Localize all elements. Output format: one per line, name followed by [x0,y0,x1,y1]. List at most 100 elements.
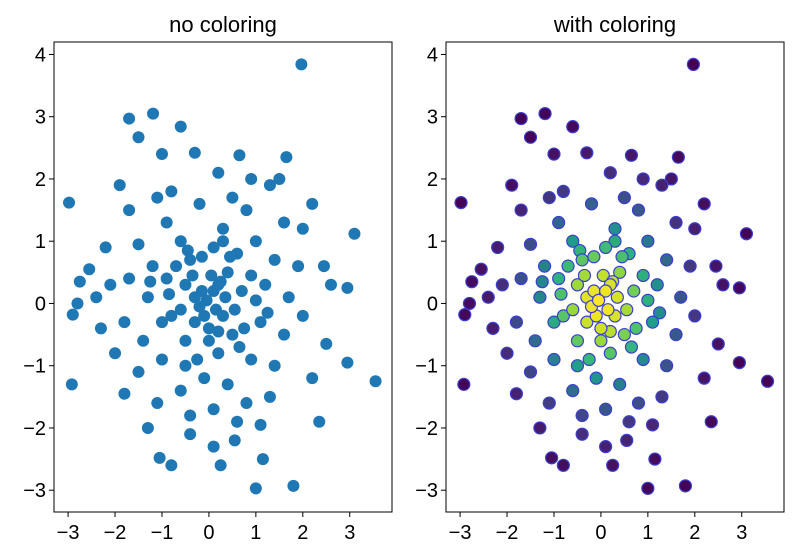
data-point [144,275,157,288]
data-point [545,451,559,465]
data-point [584,197,599,211]
data-point [202,322,215,335]
data-point [324,278,337,291]
data-point [146,260,159,273]
data-point [608,234,622,248]
data-point [697,371,711,385]
data-point [287,479,300,492]
data-point [523,365,538,379]
data-point [268,359,281,372]
data-point [636,352,650,367]
data-point [491,240,505,255]
data-point [577,268,592,283]
data-point [231,415,244,428]
data-point [547,147,561,161]
data-point [256,453,269,466]
axes-frame [53,41,393,513]
data-point [500,346,514,360]
data-point [566,234,580,248]
data-point [542,191,556,205]
data-point [481,290,495,304]
data-point [254,418,267,431]
x-tick-label: −2 [104,522,127,544]
data-point [486,321,500,335]
data-point [669,215,683,230]
data-point [462,296,477,311]
data-point [109,347,122,360]
data-point [629,321,643,335]
data-point [212,166,225,179]
data-point [317,260,330,273]
data-point [641,481,655,495]
data-point [552,215,566,230]
data-point [591,293,606,307]
points [63,58,382,495]
x-tick-label: 3 [344,522,355,544]
data-point [669,327,683,342]
data-point [118,387,131,400]
data-point [547,315,561,329]
y-tick-label: 1 [35,231,46,253]
data-point [141,421,154,434]
data-point [207,241,220,254]
data-point [207,285,220,298]
data-point [212,325,225,338]
data-point [631,203,646,217]
data-point [341,281,354,294]
panel-1: no coloring −3 −2 −1 0 1 2 3 −3 −2 −1 0 1 2 3 4 [23,12,393,544]
y-tick-label: −2 [23,418,46,440]
data-point [704,415,718,429]
data-point [83,263,96,276]
x-tick-label: 3 [736,522,747,544]
data-point [217,222,229,235]
data-point [193,300,206,313]
data-point [63,196,76,209]
data-point [641,234,655,248]
data-point [226,191,239,204]
data-point [184,409,197,422]
data-point [278,216,291,229]
data-point [570,278,585,292]
data-point [263,179,276,192]
data-point [214,275,227,288]
data-point [660,359,674,373]
data-point [739,227,754,241]
data-point [174,303,187,316]
data-point [523,130,538,144]
data-point [278,328,291,341]
data-point [132,365,145,378]
data-point [674,290,688,304]
data-point [556,184,570,199]
data-point [306,372,319,385]
data-point [65,378,78,391]
data-point [71,297,84,310]
data-point [664,172,678,186]
data-point [245,172,258,185]
panel-2: with coloring −3 −2 −1 0 1 2 3 −3 −2 −1 0 1 2 3 4 [415,12,785,544]
data-point [608,222,622,236]
data-point [636,268,650,283]
data-point [132,131,145,144]
x-tick-label: 2 [689,522,700,544]
data-point [655,178,669,192]
data-point [566,303,580,317]
data-point [170,260,183,273]
x-tick-label: 1 [642,522,653,544]
data-point [552,271,566,286]
data-point [556,309,570,323]
data-point [233,341,246,354]
data-point [207,403,220,416]
data-point [188,146,201,159]
data-point [179,359,192,372]
data-point [174,235,187,248]
data-point [650,278,664,292]
y-tick-label: 3 [427,107,438,129]
data-point [601,303,615,317]
data-point [165,459,178,472]
x-tick-label: 0 [203,522,214,544]
y-tick-label: −3 [23,480,46,502]
x-tick-label: 0 [595,522,606,544]
data-point [495,278,509,292]
